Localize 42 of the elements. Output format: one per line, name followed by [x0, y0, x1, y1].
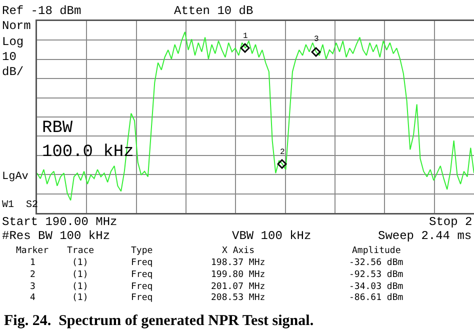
text: Freq: [131, 293, 153, 303]
text: Marker: [16, 246, 50, 256]
text: Type: [131, 246, 153, 256]
text: Sweep 2.44 ms: [378, 229, 472, 243]
text: 199.80 MHz: [211, 270, 266, 280]
text: Stop 2: [429, 215, 472, 229]
annotation: 1: [243, 32, 248, 41]
text: Atten 10 dB: [174, 4, 254, 18]
annotation: RBW: [42, 119, 74, 138]
text: 10: [2, 50, 16, 64]
text: -34.03 dBm: [349, 282, 404, 292]
text: LgAv: [2, 171, 29, 183]
text: (1): [72, 293, 88, 303]
text: Freq: [131, 258, 153, 268]
annotation: 3: [314, 35, 319, 44]
text: Fig. 24. Spectrum of generated NPR Test signal.: [4, 313, 314, 329]
text: 3: [30, 282, 36, 292]
text: (1): [72, 282, 88, 292]
text: dB/: [2, 65, 24, 79]
text: -86.61 dBm: [349, 293, 404, 303]
text: Amplitude: [352, 246, 401, 256]
text: (1): [72, 258, 88, 268]
text: 201.07 MHz: [211, 282, 266, 292]
text: -32.56 dBm: [349, 258, 404, 268]
text: VBW 100 kHz: [232, 229, 312, 243]
text: Log: [2, 35, 24, 49]
text: 2: [30, 270, 36, 280]
text: Freq: [131, 282, 153, 292]
text: Start 190.00 MHz: [2, 215, 118, 229]
text: 208.53 MHz: [211, 293, 266, 303]
text: Freq: [131, 270, 153, 280]
text: -92.53 dBm: [349, 270, 404, 280]
text: Ref -18 dBm: [2, 4, 82, 18]
text: 4: [30, 293, 36, 303]
text: #Res BW 100 kHz: [2, 229, 110, 243]
text: X Axis: [222, 246, 255, 256]
text: Norm: [2, 19, 31, 33]
text: Trace: [67, 246, 94, 256]
text: (1): [72, 270, 88, 280]
annotation: 2: [280, 148, 285, 157]
text: 1: [30, 258, 36, 268]
text: 198.37 MHz: [211, 258, 266, 268]
